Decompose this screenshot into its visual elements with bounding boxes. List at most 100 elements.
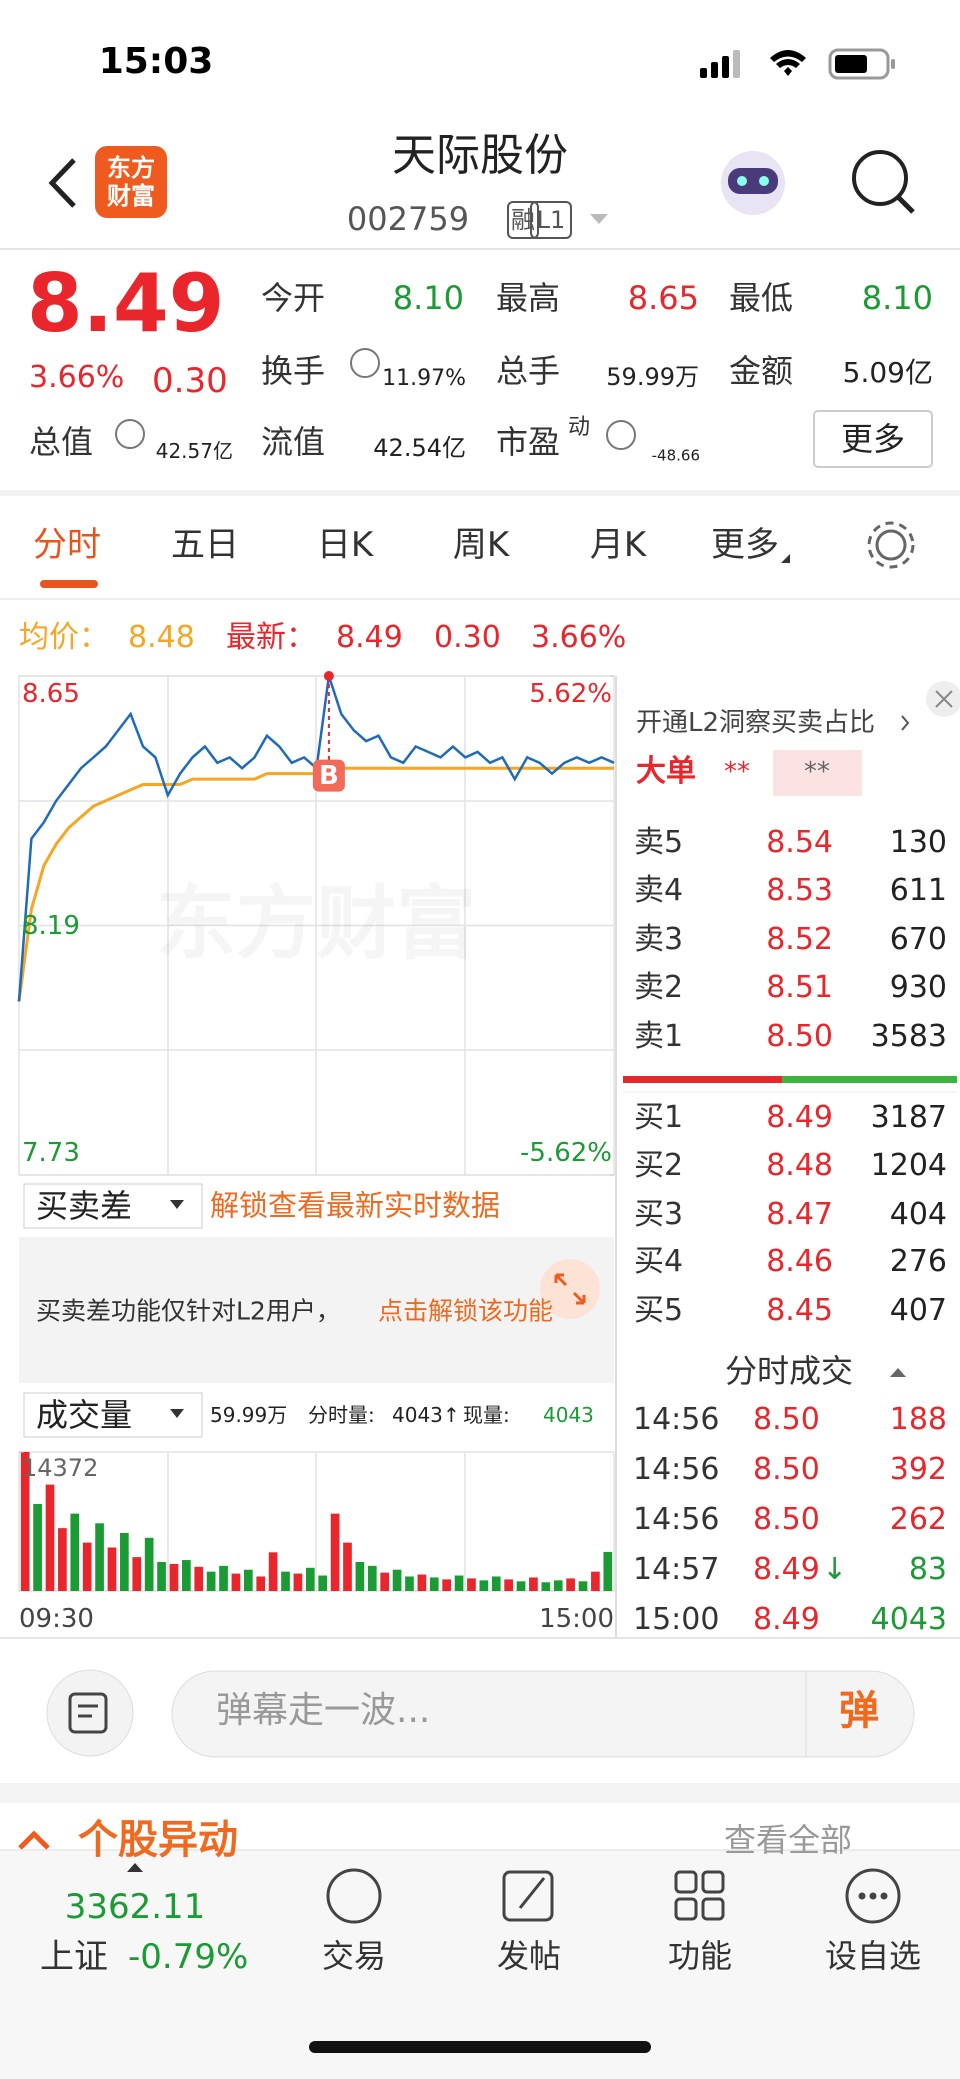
promo[interactable]: 开通L2洞察买卖占比 xyxy=(636,708,876,738)
tab[interactable]: 五日 xyxy=(171,525,239,565)
comment-icon[interactable] xyxy=(46,1669,134,1757)
y-tick-label: 8.19 xyxy=(22,910,80,941)
volume-bar xyxy=(343,1542,352,1591)
volume-bar xyxy=(107,1547,117,1591)
volume-bar xyxy=(367,1565,377,1591)
volume-bar xyxy=(20,1452,30,1591)
trade-time: 14:56 xyxy=(633,1402,720,1437)
volume-bar xyxy=(95,1523,104,1591)
tab[interactable]: 月K xyxy=(589,525,647,565)
volume-bar xyxy=(305,1567,315,1591)
status-time: 15:03 xyxy=(98,41,214,82)
trade-price: 8.50 xyxy=(753,1402,820,1437)
note-link[interactable]: 点击解锁该功能 xyxy=(378,1296,554,1326)
locked-panel xyxy=(19,1237,614,1383)
volume-bar xyxy=(442,1579,451,1591)
trade-volume: 262 xyxy=(889,1502,947,1537)
field-value: -48.66 xyxy=(651,446,700,465)
field-label: 金额 xyxy=(729,352,794,390)
big-order-label: 大单 xyxy=(636,754,696,789)
badge-box xyxy=(530,201,572,239)
more-button[interactable]: 更多 xyxy=(840,420,906,458)
logo-text: 财富 xyxy=(107,182,155,210)
selector[interactable]: 买卖差 xyxy=(36,1187,133,1225)
book-label: 卖4 xyxy=(634,873,684,908)
book-label: 买5 xyxy=(634,1293,684,1328)
volume-arrow: ↑ xyxy=(443,1403,460,1427)
back-icon[interactable] xyxy=(48,158,76,208)
volume-bar xyxy=(293,1573,303,1591)
volume-bar xyxy=(553,1580,563,1591)
trade-time: 14:56 xyxy=(633,1502,720,1537)
trade-volume: 188 xyxy=(889,1402,947,1437)
tab[interactable]: 周K xyxy=(452,525,510,565)
note: 买卖差功能仅针对L2用户， xyxy=(36,1296,341,1326)
volume-bar xyxy=(194,1566,204,1591)
field-label: 今开 xyxy=(261,279,326,317)
avg-label: 均价： xyxy=(19,620,109,655)
volume-bar xyxy=(157,1561,166,1591)
volume-bar xyxy=(454,1575,464,1591)
trade-volume: 83 xyxy=(908,1552,947,1587)
nav-item[interactable]: 设自选 xyxy=(824,1937,922,1975)
home-indicator xyxy=(309,2041,651,2053)
volume-selector[interactable] xyxy=(23,1392,203,1438)
book-volume: 670 xyxy=(889,922,947,957)
volume-bar xyxy=(268,1552,278,1591)
tab[interactable]: 更多 xyxy=(711,525,779,565)
placeholder[interactable]: 弹幕走一波... xyxy=(216,1690,431,1731)
ratio-bar xyxy=(623,1076,782,1083)
volume-bar xyxy=(70,1513,80,1591)
nav-item[interactable]: 功能 xyxy=(667,1937,733,1975)
volume-bar xyxy=(231,1573,241,1591)
book-volume: 611 xyxy=(889,873,947,908)
volume-total: 59.99万 xyxy=(210,1403,288,1427)
trade-direction: ↓ xyxy=(822,1552,848,1587)
danmaku-button[interactable]: 弹 xyxy=(839,1688,879,1734)
field-value: 8.10 xyxy=(861,279,933,317)
unlock-link[interactable]: 解锁查看最新实时数据 xyxy=(210,1188,501,1223)
stock-name: 天际股份 xyxy=(392,130,568,181)
volume-bar xyxy=(169,1563,179,1591)
index-value: 3362.11 xyxy=(64,1887,206,1927)
spread-selector[interactable] xyxy=(23,1183,203,1229)
volume-bar xyxy=(206,1571,216,1591)
big-order-value: ** xyxy=(724,757,750,787)
latest-change: 0.30 xyxy=(434,620,501,655)
tab[interactable]: 分时 xyxy=(33,525,101,565)
volume-bar xyxy=(281,1571,290,1591)
book-volume: 276 xyxy=(889,1244,947,1279)
volume-bar xyxy=(243,1569,253,1591)
volume-bar xyxy=(603,1551,613,1591)
volume-bar xyxy=(182,1560,191,1591)
nav-item[interactable]: 交易 xyxy=(321,1937,387,1975)
settings-icon[interactable] xyxy=(875,529,907,561)
book-label: 卖3 xyxy=(634,922,684,957)
badge: L1 xyxy=(536,206,566,234)
nav-item[interactable]: 发帖 xyxy=(496,1937,562,1975)
dropdown-icon[interactable] xyxy=(590,214,608,224)
y2-tick-label: -5.62% xyxy=(520,1138,612,1168)
book-volume: 130 xyxy=(889,825,947,860)
selector[interactable]: 成交量 xyxy=(36,1396,133,1434)
field-value: 42.54亿 xyxy=(373,434,466,462)
book-price: 8.54 xyxy=(766,825,833,860)
search-icon[interactable] xyxy=(852,150,908,206)
comment-input[interactable] xyxy=(171,1670,915,1758)
latest-change-pct: 3.66% xyxy=(531,620,627,655)
trades-title: 分时成交 xyxy=(724,1352,854,1390)
field-label: 总值 xyxy=(29,423,94,461)
book-volume: 1204 xyxy=(870,1148,947,1183)
volume-bar xyxy=(120,1532,129,1591)
more-button[interactable] xyxy=(813,410,933,468)
volume-bar xyxy=(529,1577,538,1591)
book-price: 8.50 xyxy=(766,1019,833,1054)
section-link[interactable]: 查看全部 xyxy=(723,1821,852,1859)
book-price: 8.53 xyxy=(766,873,833,908)
index-change: -0.79% xyxy=(128,1937,249,1977)
tab[interactable]: 日K xyxy=(316,525,374,565)
nav-icons[interactable] xyxy=(326,1868,901,1924)
app-logo xyxy=(95,146,167,218)
x-tick-label: 15:00 xyxy=(539,1604,614,1634)
